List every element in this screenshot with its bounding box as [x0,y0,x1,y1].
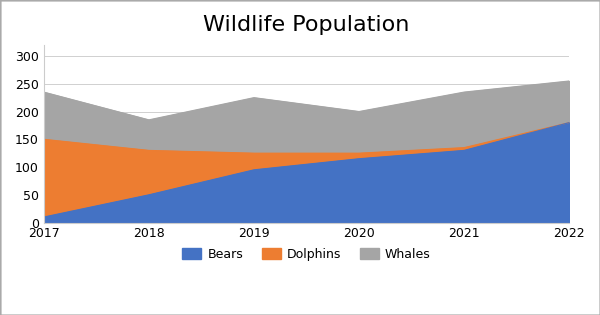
Legend: Bears, Dolphins, Whales: Bears, Dolphins, Whales [177,243,436,266]
Title: Wildlife Population: Wildlife Population [203,15,410,35]
